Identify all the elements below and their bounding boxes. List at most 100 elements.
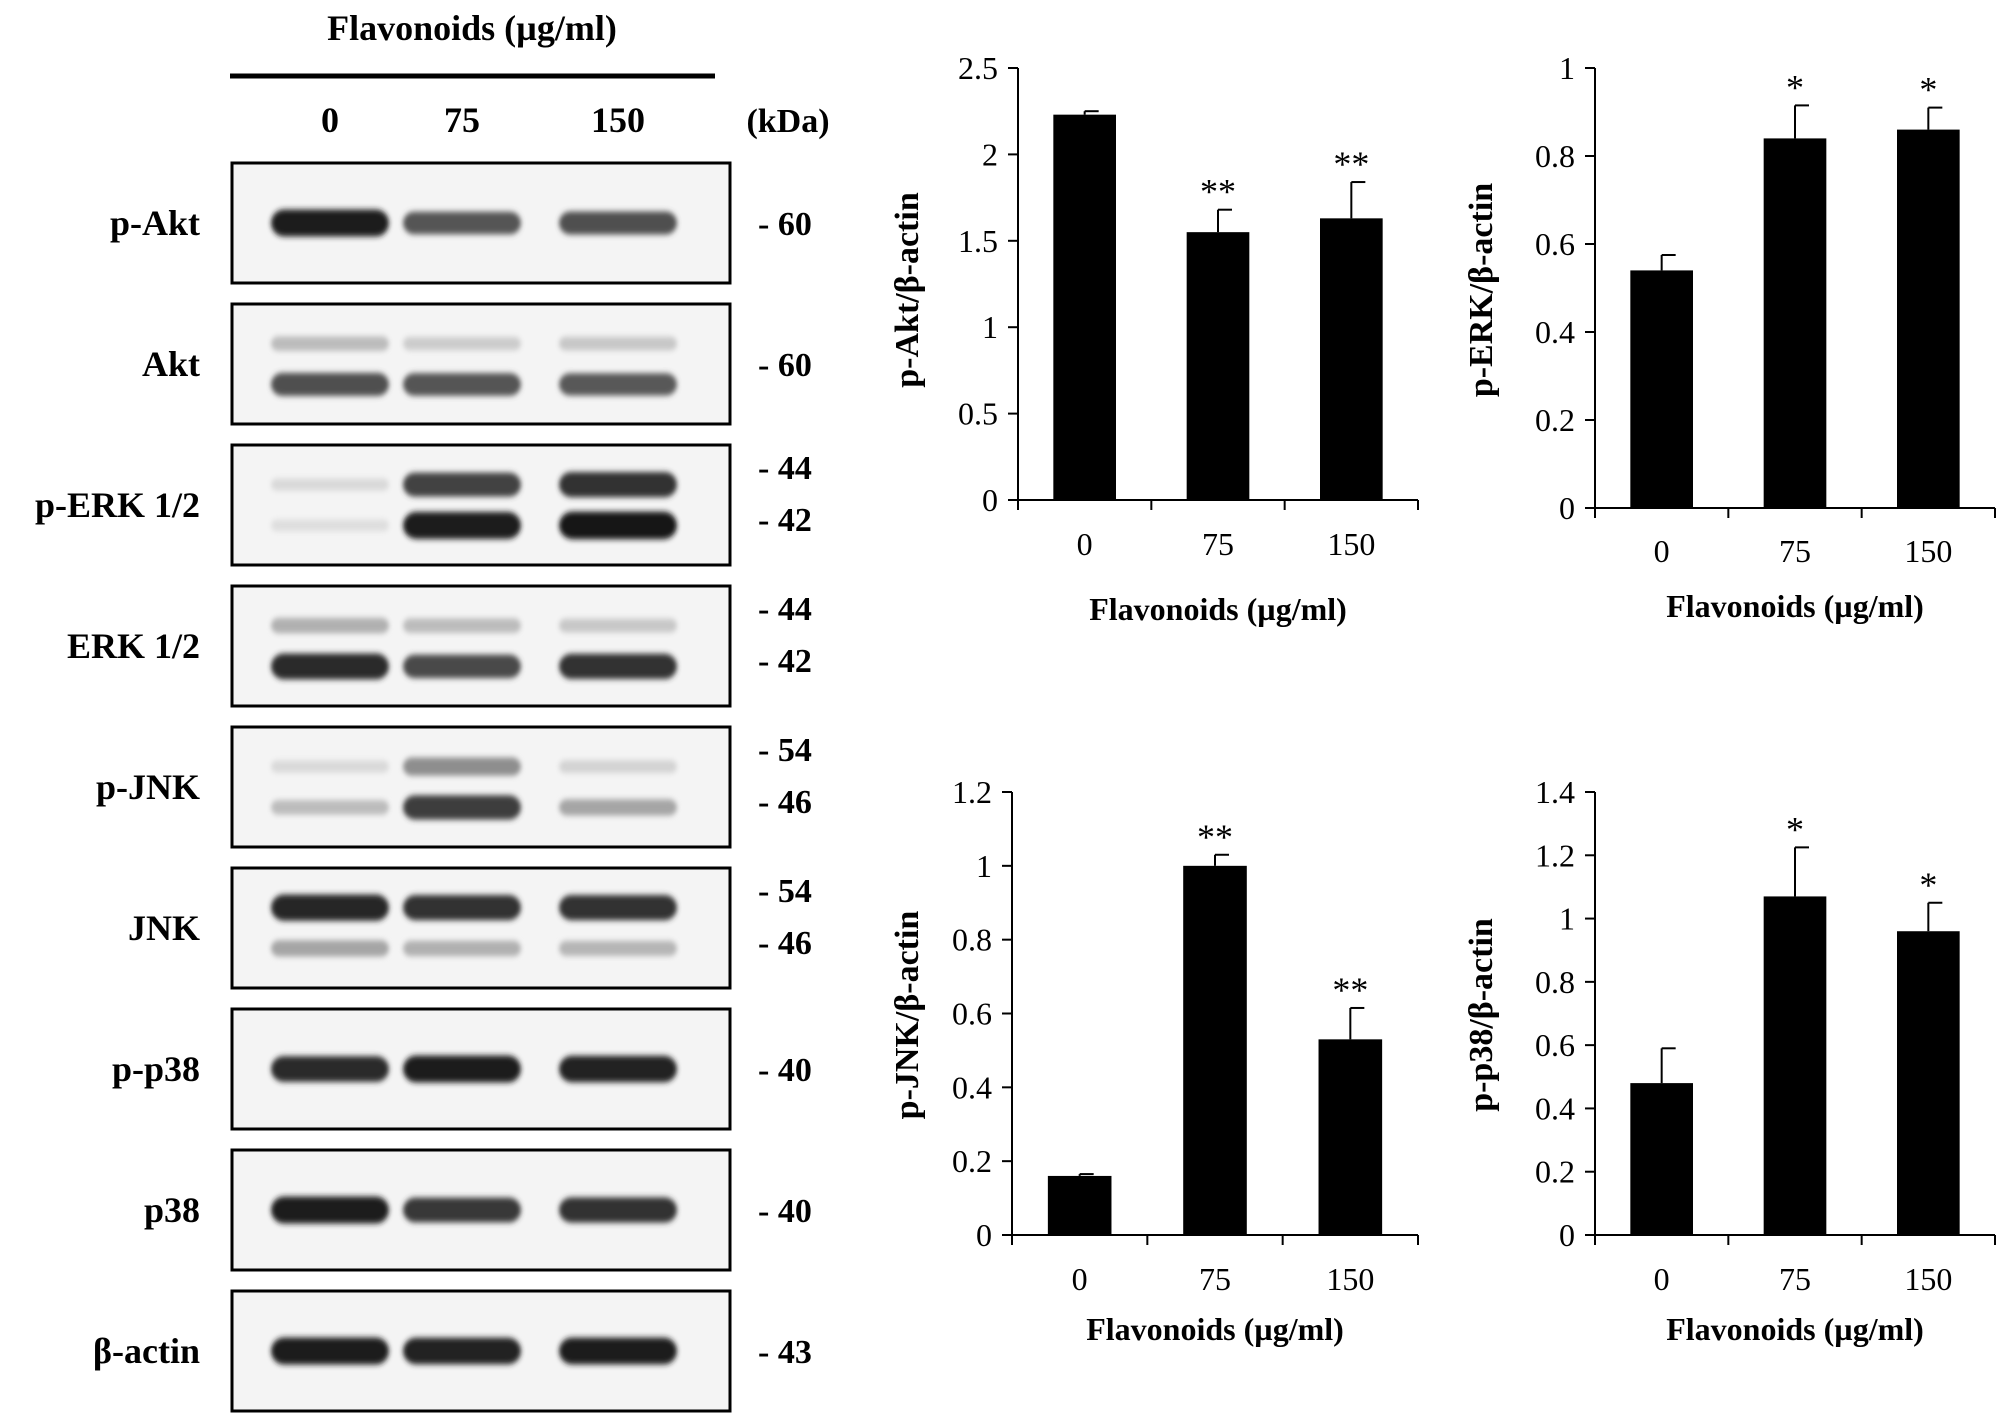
blot-band xyxy=(271,940,389,957)
significance-mark: * xyxy=(1786,67,1804,107)
western-blot-panel: Flavonoids (µg/ml) 0 75 150 (kDa) p-Akt -… xyxy=(35,8,830,1413)
blot-membrane xyxy=(230,866,732,990)
bar-75 xyxy=(1186,232,1250,500)
y-tick-label: 1 xyxy=(976,848,992,884)
significance-mark: * xyxy=(1919,70,1937,110)
blot-band xyxy=(403,1197,521,1223)
y-tick-label: 0.8 xyxy=(952,922,992,958)
y-tick-label: 1.4 xyxy=(1535,774,1575,810)
blot-row-p-jnk: p-JNK - 54 - 46 xyxy=(96,725,812,849)
blot-band xyxy=(403,894,521,921)
blot-band xyxy=(403,336,521,351)
y-tick-label: 1 xyxy=(1559,901,1575,937)
x-axis-label: Flavonoids (µg/ml) xyxy=(1666,588,1924,624)
blot-membrane xyxy=(230,725,732,849)
blot-band xyxy=(403,373,521,396)
blot-row-jnk: JNK - 54 - 46 xyxy=(128,866,812,990)
y-tick-label: 0.6 xyxy=(952,996,992,1032)
blot-band xyxy=(271,372,389,396)
kda-marker: - 42 xyxy=(758,502,812,539)
blot-band xyxy=(403,618,521,633)
bar-0 xyxy=(1047,1175,1112,1235)
x-tick-label: 0 xyxy=(1654,533,1670,569)
lane-label-150: 150 xyxy=(591,100,645,140)
blot-band xyxy=(271,760,389,773)
blot-row-p-p38: p-p38 - 40 xyxy=(112,1007,812,1131)
bar-75 xyxy=(1763,138,1827,508)
bar-150 xyxy=(1318,1039,1383,1235)
blot-row-label: p-ERK 1/2 xyxy=(35,485,200,525)
x-tick-label: 150 xyxy=(1327,526,1375,562)
kda-marker: - 40 xyxy=(758,1193,812,1230)
significance-mark: * xyxy=(1786,809,1804,849)
lane-label-75: 75 xyxy=(444,100,480,140)
x-tick-label: 0 xyxy=(1654,1261,1670,1297)
y-tick-label: 0 xyxy=(982,482,998,518)
blot-membrane xyxy=(230,302,732,426)
blot-band xyxy=(559,511,677,540)
blot-band xyxy=(403,472,521,497)
blot-band xyxy=(559,894,677,921)
x-tick-label: 150 xyxy=(1326,1261,1374,1297)
blot-band xyxy=(559,1197,677,1223)
x-tick-label: 75 xyxy=(1199,1261,1231,1297)
blot-row-actin: β-actin - 43 xyxy=(93,1289,812,1413)
y-tick-label: 0.4 xyxy=(952,1069,992,1105)
kda-marker: - 43 xyxy=(758,1334,812,1371)
blot-row-erk-1-2: ERK 1/2 - 44 - 42 xyxy=(67,584,812,708)
blot-band xyxy=(403,211,521,235)
blot-row-label: p-JNK xyxy=(96,767,200,807)
blot-row-p-akt: p-Akt - 60 xyxy=(110,161,812,285)
significance-mark: ** xyxy=(1200,172,1236,212)
chart-p-erk: 0 0.2 0.4 0.6 0.8 1 0 * 75 * 150 Flavonoids (µg/ml)… xyxy=(1463,50,1996,624)
y-tick-label: 0.4 xyxy=(1535,314,1575,350)
chart-p-akt: 0 0.5 1 1.5 2 2.5 0 ** 75 ** 150 Flavonoids (µg/ml)… xyxy=(889,50,1419,627)
x-tick-label: 0 xyxy=(1072,1261,1088,1297)
x-tick-label: 75 xyxy=(1202,526,1234,562)
x-axis-label: Flavonoids (µg/ml) xyxy=(1666,1311,1924,1347)
bar-75 xyxy=(1183,865,1247,1235)
blot-band xyxy=(559,471,677,498)
blot-band xyxy=(559,618,677,633)
y-tick-label: 0.4 xyxy=(1535,1090,1575,1126)
y-tick-label: 0.2 xyxy=(952,1143,992,1179)
x-tick-label: 75 xyxy=(1779,1261,1811,1297)
kda-marker: - 46 xyxy=(758,925,812,962)
y-axis-label: p-Akt/β-actin xyxy=(889,192,926,388)
chart-p-jnk: 0 0.2 0.4 0.6 0.8 1 1.2 0 ** 75 ** 150 Flavonoids (µ… xyxy=(889,774,1419,1347)
y-tick-label: 0.8 xyxy=(1535,138,1575,174)
y-axis-label: p-JNK/β-actin xyxy=(889,911,926,1120)
blot-band xyxy=(271,1196,389,1224)
y-tick-label: 1 xyxy=(982,309,998,345)
blot-band xyxy=(559,336,677,351)
y-tick-label: 0.2 xyxy=(1535,402,1575,438)
significance-mark: ** xyxy=(1197,817,1233,857)
bar-0 xyxy=(1053,114,1116,500)
y-tick-label: 2 xyxy=(982,136,998,172)
x-tick-label: 150 xyxy=(1904,1261,1952,1297)
bar-0 xyxy=(1630,1083,1693,1235)
blot-row-label: Akt xyxy=(142,344,200,384)
blot-band xyxy=(403,940,521,957)
y-tick-label: 0.6 xyxy=(1535,1027,1575,1063)
blot-row-label: ERK 1/2 xyxy=(67,626,200,666)
kda-marker: - 44 xyxy=(758,591,812,628)
blot-row-label: p38 xyxy=(144,1190,200,1230)
blot-membrane xyxy=(230,584,732,708)
blot-band xyxy=(559,799,677,816)
bar-150 xyxy=(1320,218,1383,500)
kda-marker: - 44 xyxy=(758,450,812,487)
x-tick-label: 150 xyxy=(1904,533,1952,569)
blot-band xyxy=(403,1337,521,1365)
blot-band xyxy=(559,211,677,235)
significance-mark: * xyxy=(1919,865,1937,905)
blot-band xyxy=(403,654,521,679)
blot-band xyxy=(559,373,677,396)
x-tick-label: 75 xyxy=(1779,533,1811,569)
y-tick-label: 0 xyxy=(1559,490,1575,526)
significance-mark: ** xyxy=(1333,144,1369,184)
lane-label-0: 0 xyxy=(321,100,339,140)
kda-marker: - 54 xyxy=(758,732,812,769)
chart-p-p38: 0 0.2 0.4 0.6 0.8 1 1.2 1.4 0 * 75 * 150 Flavonoids (… xyxy=(1463,774,1996,1347)
